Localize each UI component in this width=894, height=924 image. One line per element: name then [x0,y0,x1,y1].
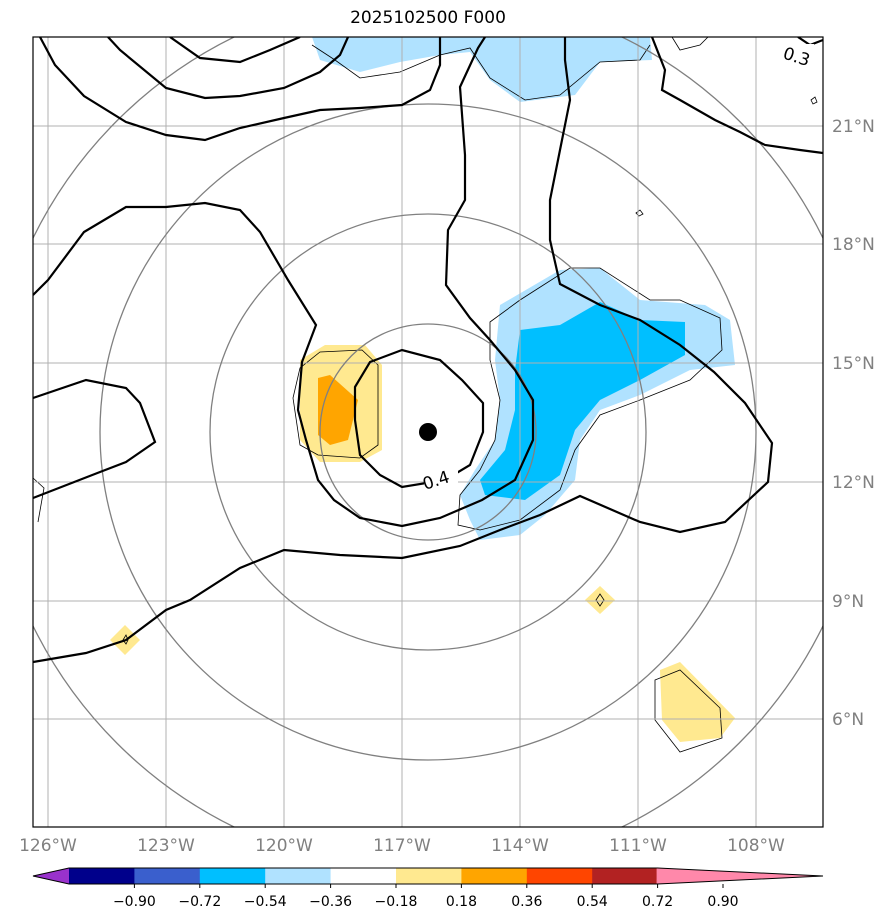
contour-line [33,37,535,528]
longitude-axis: 126°W 123°W 120°W 117°W 114°W 111°W 108°… [19,836,785,856]
latitude-axis: 21°N 18°N 15°N 12°N 9°N 6°N [832,117,875,730]
colorbar-tick-label: 0.72 [642,894,673,910]
lat-tick-label: 18°N [832,235,875,255]
negative-shading-medium [480,302,685,500]
contour-line [33,37,774,664]
lat-tick-label: 15°N [832,354,875,374]
lon-tick-label: 126°W [19,836,77,856]
lon-tick-label: 111°W [609,836,667,856]
positive-shading-light [660,662,735,742]
colorbar-tick-label: −0.54 [244,894,287,910]
lon-tick-label: 123°W [137,836,195,856]
map-frame [32,36,824,828]
colorbar-tick-label: −0.36 [309,894,352,910]
colorbar-tick-label: 0.90 [707,894,738,910]
graticule [33,37,823,827]
colorbar-segment [134,868,201,884]
colorbar-extend-min [33,868,70,884]
colorbar-tick-label: 0.54 [577,894,608,910]
colorbar-tick-label: −0.18 [375,894,418,910]
colorbar-outline [32,867,824,885]
colorbar-segment [330,868,397,884]
lat-tick-label: 9°N [832,592,864,612]
contour-line [107,37,350,100]
storm-center-marker [419,423,437,441]
colorbar-tick-label: −0.90 [113,894,156,910]
colorbar-extend-max [656,868,823,884]
contour-line [650,37,823,155]
colorbar-tick-label: 0.18 [446,894,477,910]
contour-line [33,378,157,500]
colorbar-segment [265,868,332,884]
colorbar-tick-label: −0.72 [178,894,221,910]
colorbar-tick-label: 0.36 [511,894,542,910]
contour-line [353,348,485,489]
colorbar-segment [69,868,135,884]
lat-tick-label: 21°N [832,117,875,137]
lon-tick-label: 114°W [491,836,549,856]
colorbar: −0.90 −0.72 −0.54 −0.36 −0.18 0.18 0.36 0.54 0.7… [32,867,824,910]
colorbar-segment [592,868,659,884]
thin-contours [33,37,818,753]
contour-line [39,37,442,142]
lat-tick-label: 12°N [832,473,875,493]
contour-line [169,37,301,64]
lat-tick-label: 6°N [832,710,864,730]
colorbar-segment [526,868,593,884]
colorbar-segment [396,868,462,884]
contour-line [797,37,823,47]
negative-shading-light [312,37,652,102]
lon-tick-label: 108°W [727,836,785,856]
lon-tick-label: 120°W [255,836,313,856]
map-title: 2025102500 F000 [350,8,506,28]
positive-shading-light [585,586,615,614]
range-rings [33,37,823,827]
colorbar-segment [199,868,266,884]
lon-tick-label: 117°W [373,836,431,856]
colorbar-segment [461,868,528,884]
